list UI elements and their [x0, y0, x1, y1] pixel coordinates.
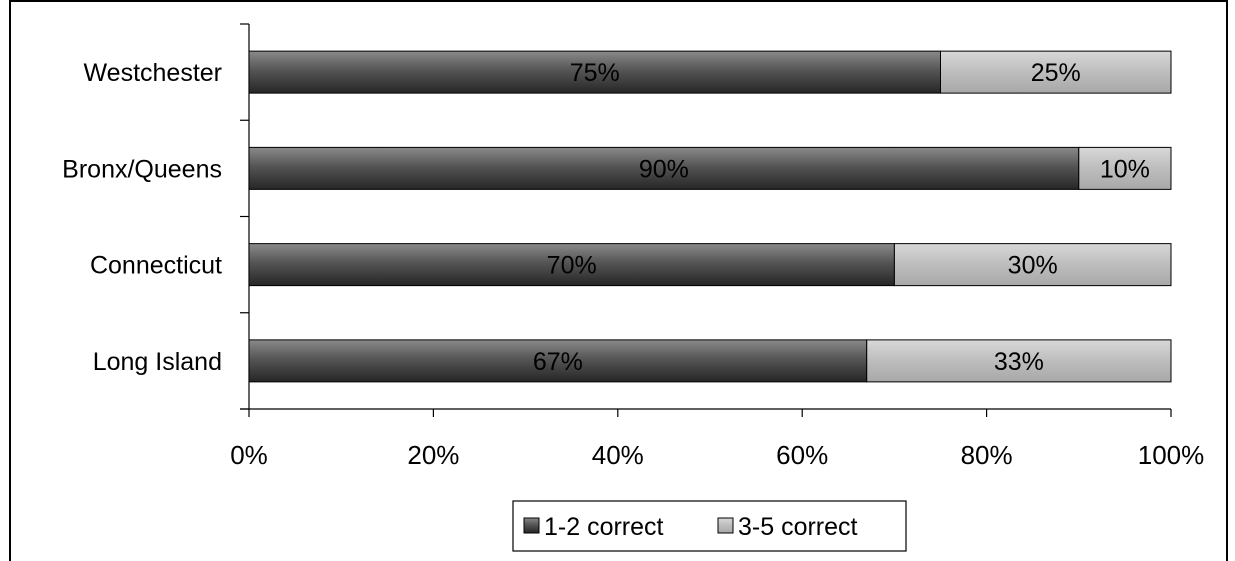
data-label: 67%	[533, 348, 583, 376]
data-label: 25%	[1031, 59, 1081, 87]
legend-box	[512, 500, 907, 552]
x-tick-label: 80%	[961, 440, 1013, 470]
bar-segment	[866, 339, 1172, 383]
axes: 0% 20% 40% 60% 80% 100%	[230, 23, 1205, 470]
legend-swatch	[523, 517, 540, 534]
bar-segment	[893, 243, 1172, 287]
legend-label: 3-5 correct	[738, 513, 858, 541]
x-tick-label: 60%	[776, 440, 828, 470]
data-label: 10%	[1100, 155, 1150, 183]
labels: Westchester 75% 25% Bronx/Queens 90% 10% Conne…	[62, 59, 1150, 376]
data-label: 75%	[570, 59, 620, 87]
x-tick-label: 0%	[230, 440, 268, 470]
legend-label: 1-2 correct	[544, 513, 664, 541]
bars	[248, 50, 1172, 383]
category-label: Connecticut	[90, 252, 222, 280]
legend-swatch	[717, 517, 734, 534]
x-tick-label: 20%	[407, 440, 459, 470]
bar-segment	[248, 243, 895, 287]
category-label: Long Island	[93, 348, 222, 376]
bar-segment	[248, 146, 1080, 190]
bar-segment	[248, 339, 868, 383]
data-label: 33%	[994, 348, 1044, 376]
x-tick-label: 40%	[592, 440, 644, 470]
category-label: Bronx/Queens	[62, 155, 222, 183]
legend: 1-2 correct 3-5 correct	[512, 500, 907, 552]
x-tick-label: 100%	[1138, 440, 1205, 470]
bar-segment	[940, 50, 1172, 94]
bar-segment	[248, 50, 941, 94]
data-label: 90%	[639, 155, 689, 183]
data-label: 30%	[1008, 252, 1058, 280]
bar-segment	[1078, 146, 1172, 190]
data-label: 70%	[547, 252, 597, 280]
category-label: Westchester	[84, 59, 222, 87]
